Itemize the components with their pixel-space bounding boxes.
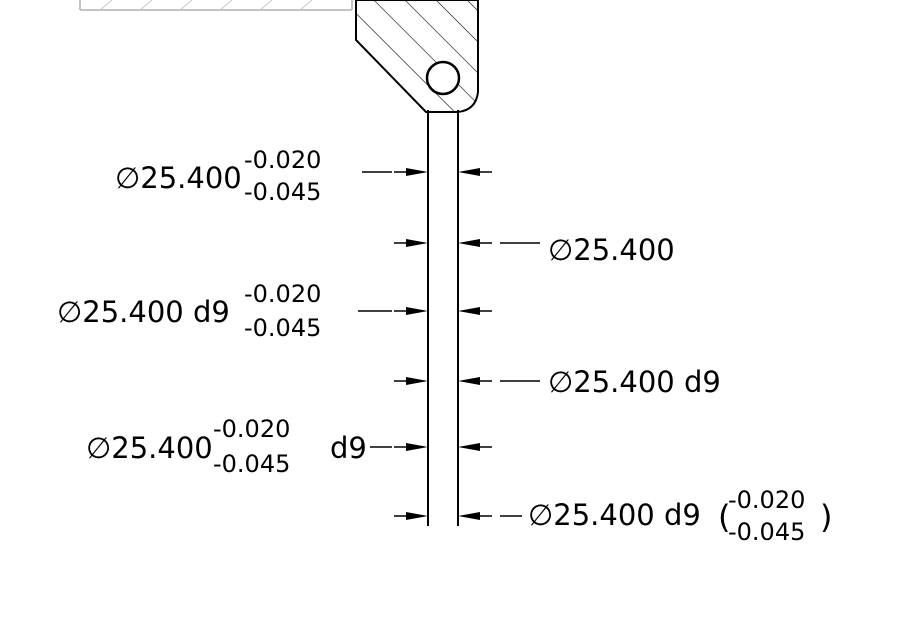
dim6-nominal: ∅25.400 d9 [528, 498, 701, 532]
dim4-right-arrowhead [458, 377, 480, 385]
dim5-suffix: d9 [330, 431, 367, 465]
shaft [427, 110, 459, 526]
dim1-lower: -0.045 [244, 178, 321, 206]
dim5-upper: -0.020 [213, 415, 290, 443]
dimension-arrows [358, 168, 540, 520]
dim3-upper: -0.020 [244, 280, 321, 308]
dim4-left-arrowhead [406, 377, 428, 385]
dim3-lower: -0.045 [244, 314, 321, 342]
dim2-left-arrowhead [406, 239, 428, 247]
housing-part [79, 0, 353, 11]
dimension-label-6: ∅25.400 d9 ( -0.020 -0.045 ) [528, 486, 832, 546]
dimension-label-5: ∅25.400 -0.020 -0.045 d9 [86, 415, 367, 478]
dim3-right-arrowhead [458, 307, 480, 315]
dim5-lower: -0.045 [213, 450, 290, 478]
dim6-lower: -0.045 [728, 518, 805, 546]
dim6-paren-open: ( [718, 498, 730, 536]
dim1-left-arrowhead [406, 168, 428, 176]
dim4-nominal: ∅25.400 d9 [548, 365, 721, 399]
bracket-part [355, 0, 479, 113]
dim6-left-arrowhead [406, 512, 428, 520]
dim1-upper: -0.020 [244, 146, 321, 174]
dimension-label-1: ∅25.400 -0.020 -0.045 [115, 146, 321, 206]
pin-hole [425, 60, 461, 96]
dimension-label-4: ∅25.400 d9 [548, 365, 721, 399]
dim3-nominal: ∅25.400 d9 [57, 295, 230, 329]
dim1-right-arrowhead [458, 168, 480, 176]
dim3-left-arrowhead [406, 307, 428, 315]
dim6-right-arrowhead [458, 512, 480, 520]
dim5-left-arrowhead [406, 443, 428, 451]
dim5-nominal: ∅25.400 [86, 431, 213, 465]
dim6-upper: -0.020 [728, 486, 805, 514]
dim1-nominal: ∅25.400 [115, 161, 242, 195]
dim2-nominal: ∅25.400 [548, 233, 675, 267]
dimension-label-2: ∅25.400 [548, 233, 675, 267]
dimension-label-3: ∅25.400 d9 -0.020 -0.045 [57, 280, 321, 342]
dim6-paren-close: ) [820, 498, 832, 536]
dim2-right-arrowhead [458, 239, 480, 247]
dim5-right-arrowhead [458, 443, 480, 451]
